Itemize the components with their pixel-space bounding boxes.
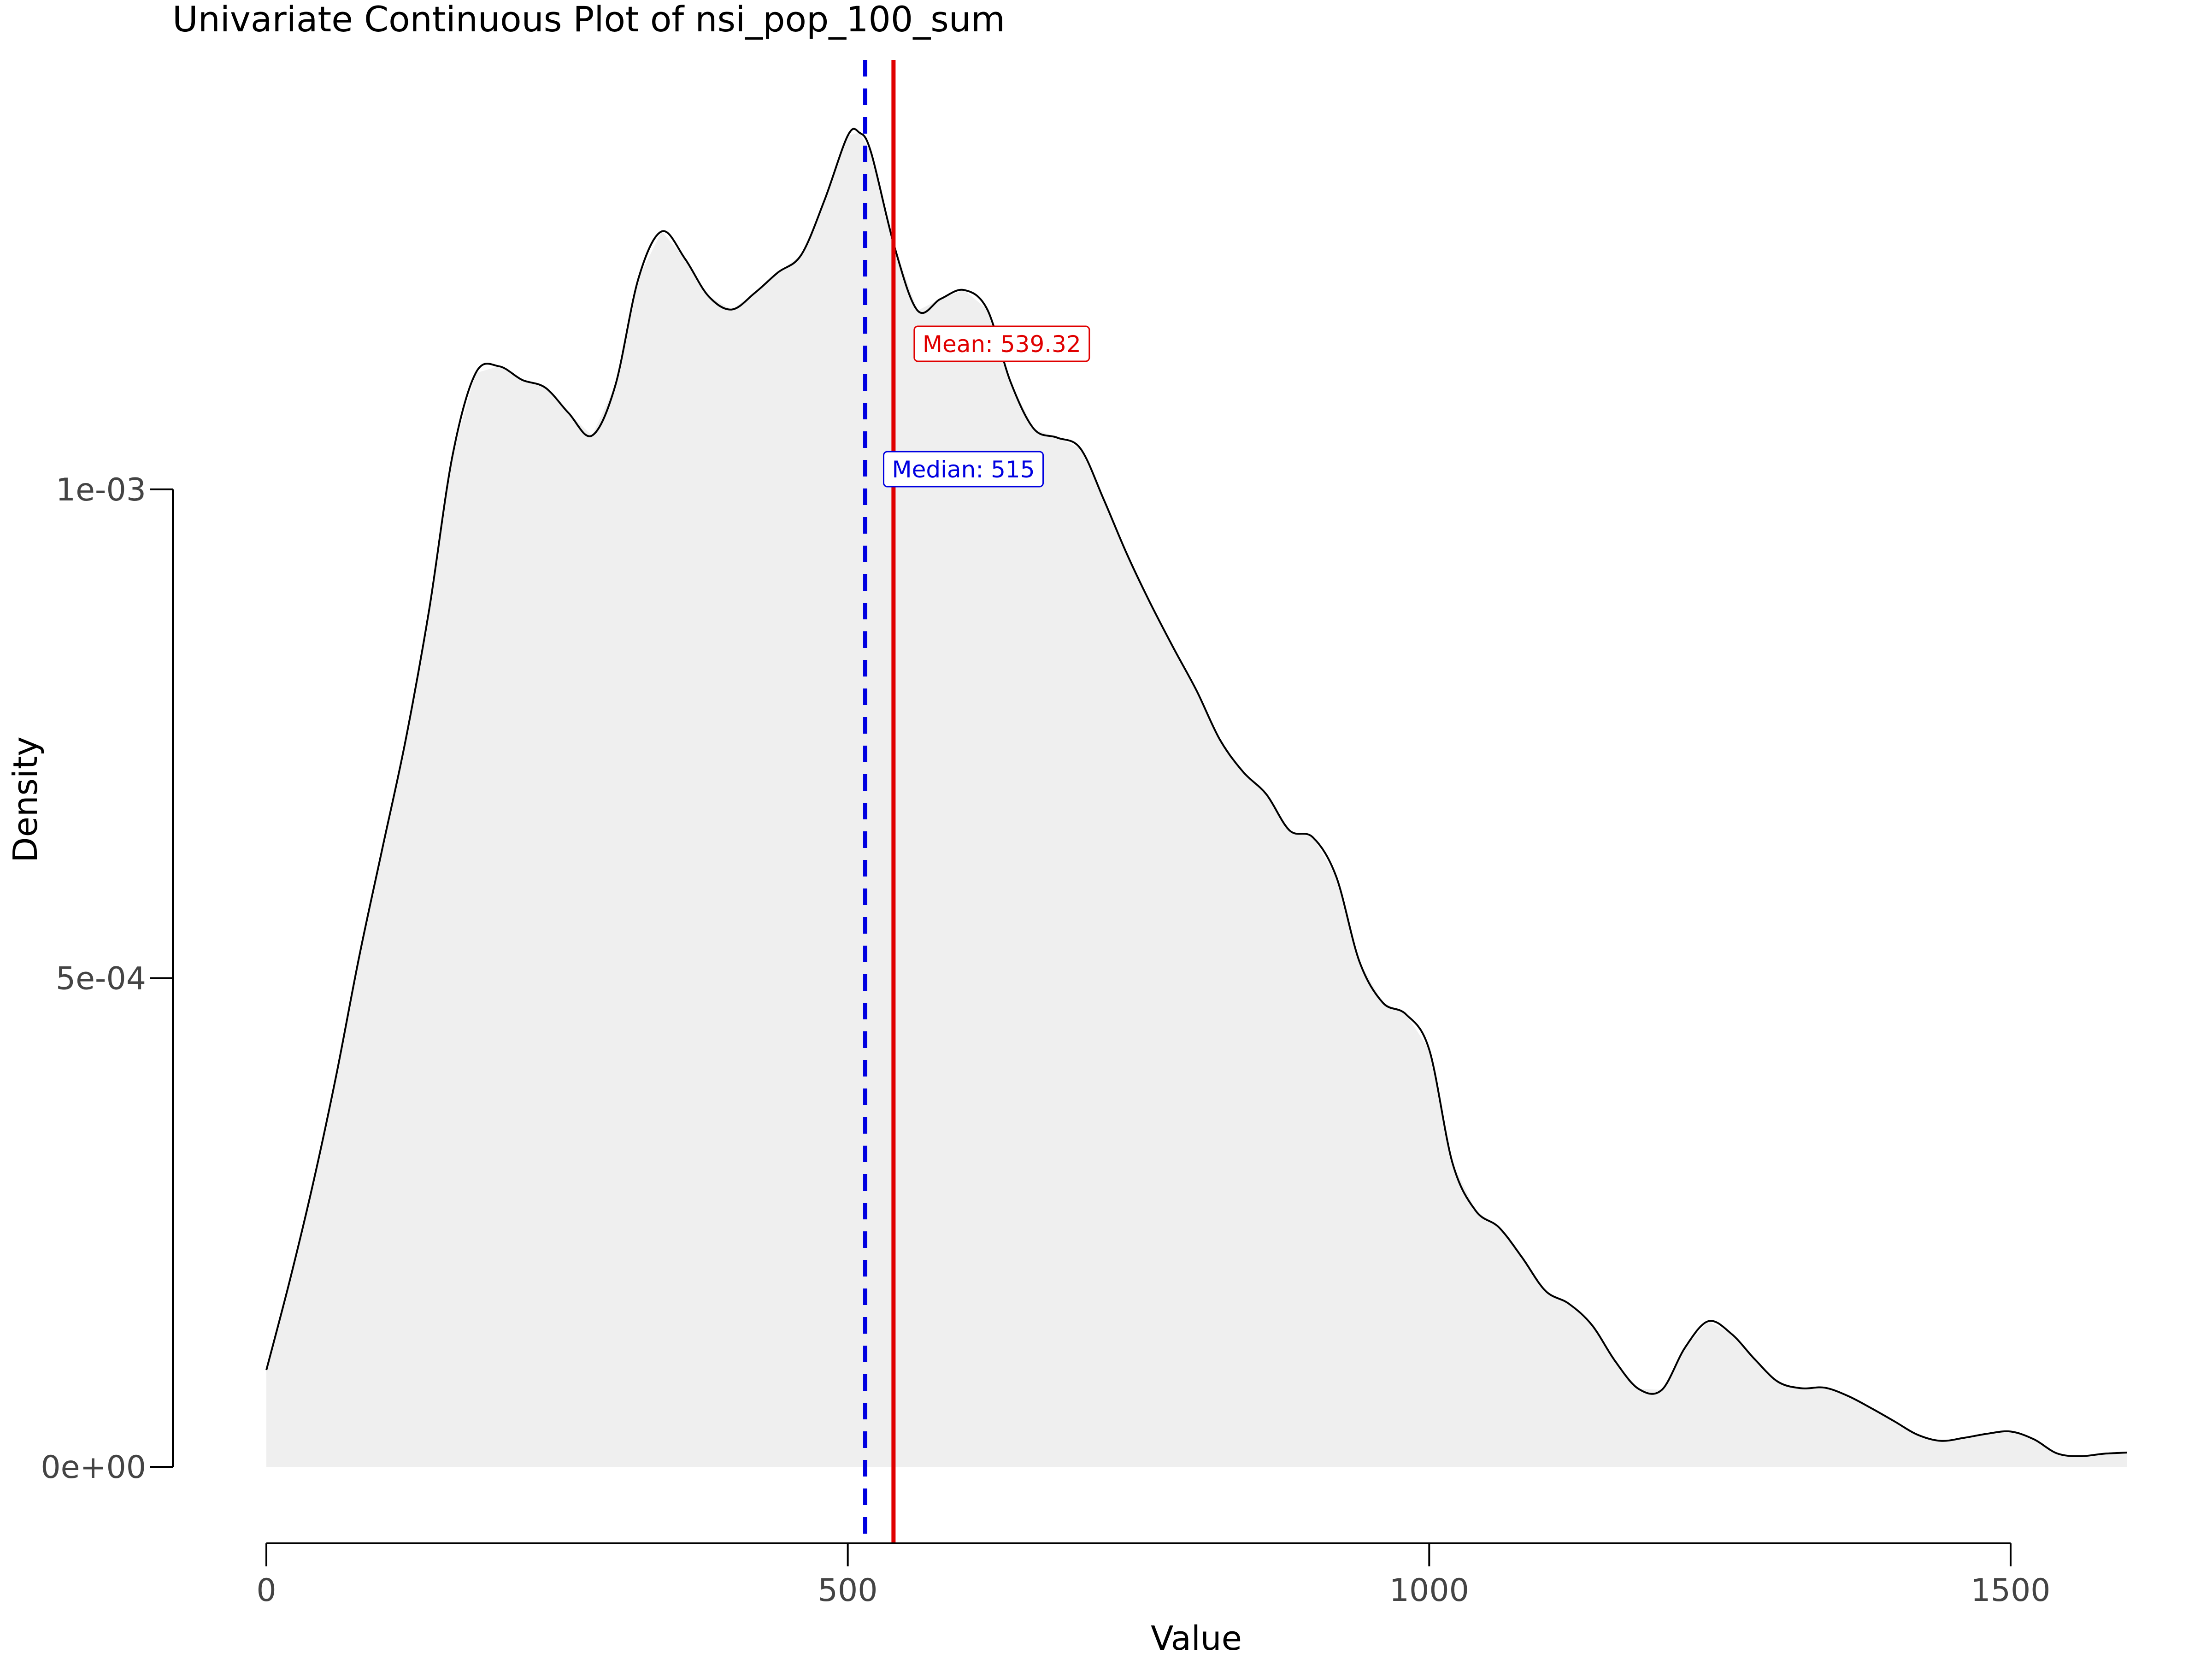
median-label: Median: 515 xyxy=(883,451,1044,488)
y-axis: 0e+00 5e-04 1e-03 xyxy=(41,472,174,1486)
median-label-text: Median: 515 xyxy=(892,456,1035,483)
y-tick-label: 1e-03 xyxy=(56,472,146,508)
x-axis: 0 500 1000 1500 xyxy=(256,1542,2051,1609)
plot-area: Mean: 539.32 Median: 515 xyxy=(265,60,2127,1544)
x-tick-label: 500 xyxy=(818,1572,878,1609)
x-tick-label: 1500 xyxy=(1971,1572,2050,1609)
density-line xyxy=(265,128,2127,1457)
y-tick-label: 5e-04 xyxy=(56,961,146,997)
mean-label: Mean: 539.32 xyxy=(913,325,1090,362)
median-label-box xyxy=(883,451,1044,488)
mean-label-box xyxy=(913,325,1090,362)
x-axis-title: Value xyxy=(1151,1619,1242,1658)
x-tick-label: 0 xyxy=(256,1572,276,1609)
y-axis-title: Density xyxy=(6,736,45,863)
mean-label-text: Mean: 539.32 xyxy=(923,331,1081,358)
y-tick-label: 0e+00 xyxy=(41,1449,146,1486)
x-tick-label: 1000 xyxy=(1389,1572,1469,1609)
chart-title: Univariate Continuous Plot of nsi_pop_10… xyxy=(172,0,1005,40)
density-area xyxy=(266,132,2127,1467)
